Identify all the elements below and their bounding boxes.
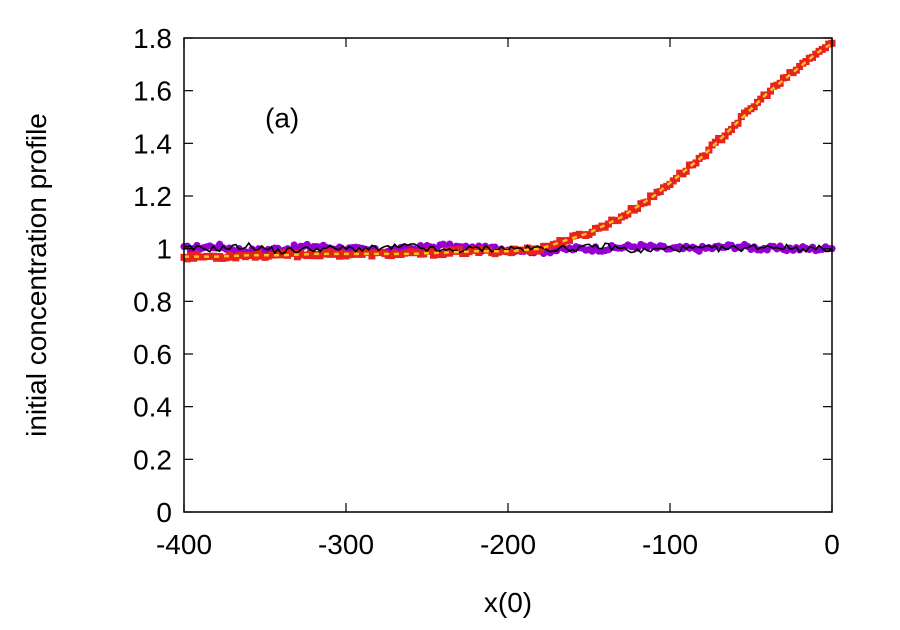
- series-2: [180, 39, 836, 263]
- data-point: [190, 254, 198, 262]
- data-point: [439, 251, 447, 259]
- y-tick-label: 0: [156, 497, 172, 528]
- data-point: [365, 248, 373, 256]
- x-axis-title: x(0): [484, 587, 532, 618]
- data-point: [455, 246, 463, 254]
- y-tick-label: 1: [156, 234, 172, 265]
- y-tick-label: 0.8: [133, 286, 172, 317]
- data-point: [566, 236, 574, 244]
- data-point: [702, 152, 710, 160]
- data-point: [251, 253, 259, 261]
- y-tick-label: 0.2: [133, 444, 172, 475]
- data-point: [750, 103, 758, 111]
- y-tick-label: 1.8: [133, 23, 172, 54]
- x-tick-label: -200: [480, 529, 536, 560]
- data-point: [643, 198, 651, 206]
- data-point: [692, 159, 700, 167]
- y-tick-label: 1.6: [133, 76, 172, 107]
- data-point: [634, 204, 642, 212]
- data-point: [721, 132, 729, 140]
- data-point: [666, 180, 674, 188]
- axis-ticks: -400 -300 -200 -100 0 0 0.2 0.4 0.6 0.8 1 1.2 1.4 1.6…: [133, 23, 840, 560]
- y-tick-label: 1.4: [133, 128, 172, 159]
- data-point: [763, 92, 771, 100]
- series-3: [184, 42, 833, 258]
- plot-marks: [180, 39, 836, 263]
- data-point: [718, 136, 726, 144]
- data-point: [426, 247, 434, 255]
- data-point: [536, 246, 544, 254]
- x-tick-label: -100: [642, 529, 698, 560]
- data-point: [822, 44, 830, 52]
- data-point: [757, 95, 765, 103]
- y-tick-label: 1.2: [133, 181, 172, 212]
- y-axis-title: initial concentration profile: [21, 113, 52, 437]
- panel-annotation: (a): [265, 103, 299, 134]
- x-tick-label: -300: [318, 529, 374, 560]
- y-tick-label: 0.6: [133, 339, 172, 370]
- y-tick-label: 0.4: [133, 392, 172, 423]
- data-point: [604, 220, 612, 228]
- series-line: [184, 42, 833, 258]
- x-tick-label: 0: [824, 529, 840, 560]
- x-tick-label: -400: [156, 529, 212, 560]
- data-point: [766, 87, 774, 95]
